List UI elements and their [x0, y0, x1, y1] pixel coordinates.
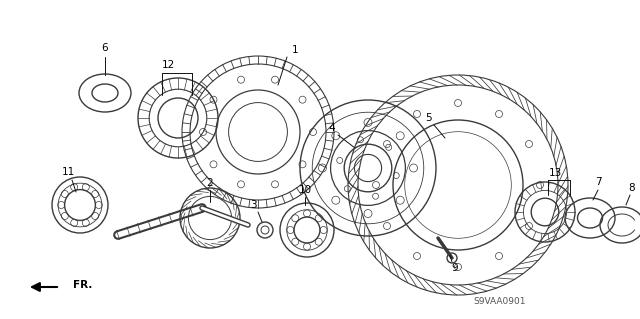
Text: 12: 12 — [161, 60, 175, 70]
Text: 4: 4 — [329, 123, 335, 133]
Text: S9VAA0901: S9VAA0901 — [474, 298, 526, 307]
Text: 3: 3 — [250, 200, 256, 210]
Text: 5: 5 — [425, 113, 431, 123]
Text: 6: 6 — [102, 43, 108, 53]
Text: 13: 13 — [548, 168, 562, 178]
Text: 1: 1 — [292, 45, 298, 55]
Text: FR.: FR. — [74, 280, 93, 290]
Text: 7: 7 — [595, 177, 602, 187]
Text: 11: 11 — [61, 167, 75, 177]
Text: 8: 8 — [628, 183, 636, 193]
Text: 2: 2 — [207, 178, 213, 188]
Text: 10: 10 — [298, 185, 312, 195]
Text: 9: 9 — [452, 263, 458, 273]
